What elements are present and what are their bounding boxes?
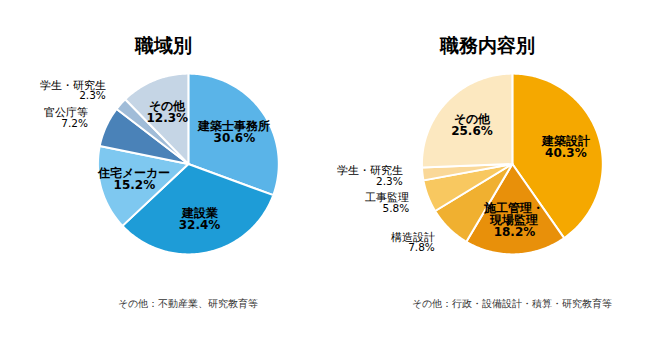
- svg-text:建築設計40.3%: 建築設計40.3%: [540, 134, 589, 160]
- svg-text:その他25.6%: その他25.6%: [451, 112, 493, 138]
- svg-text:学生・研究生2.3%: 学生・研究生2.3%: [336, 164, 402, 187]
- svg-text:職務内容別: 職務内容別: [439, 34, 535, 56]
- svg-text:住宅メーカー15.2%: 住宅メーカー15.2%: [97, 166, 170, 192]
- svg-text:構造設計7.8%: 構造設計7.8%: [390, 231, 434, 254]
- svg-text:その他：行政・設備設計・積算・研究教育等: その他：行政・設備設計・積算・研究教育等: [412, 298, 612, 309]
- svg-text:建設業32.4%: 建設業32.4%: [178, 206, 220, 232]
- svg-text:建築士事務所30.6%: 建築士事務所30.6%: [197, 119, 270, 145]
- svg-text:その他：不動産業、研究教育等: その他：不動産業、研究教育等: [118, 298, 258, 309]
- svg-text:官公庁等7.2%: 官公庁等7.2%: [43, 106, 87, 129]
- svg-text:職域別: 職域別: [134, 34, 192, 56]
- svg-text:工事監理5.8%: 工事監理5.8%: [365, 191, 409, 214]
- svg-text:施工管理・現場監理18.2%: 施工管理・現場監理18.2%: [483, 201, 544, 239]
- svg-text:その他12.3%: その他12.3%: [146, 99, 188, 125]
- svg-text:学生・研究生2.3%: 学生・研究生2.3%: [39, 79, 105, 102]
